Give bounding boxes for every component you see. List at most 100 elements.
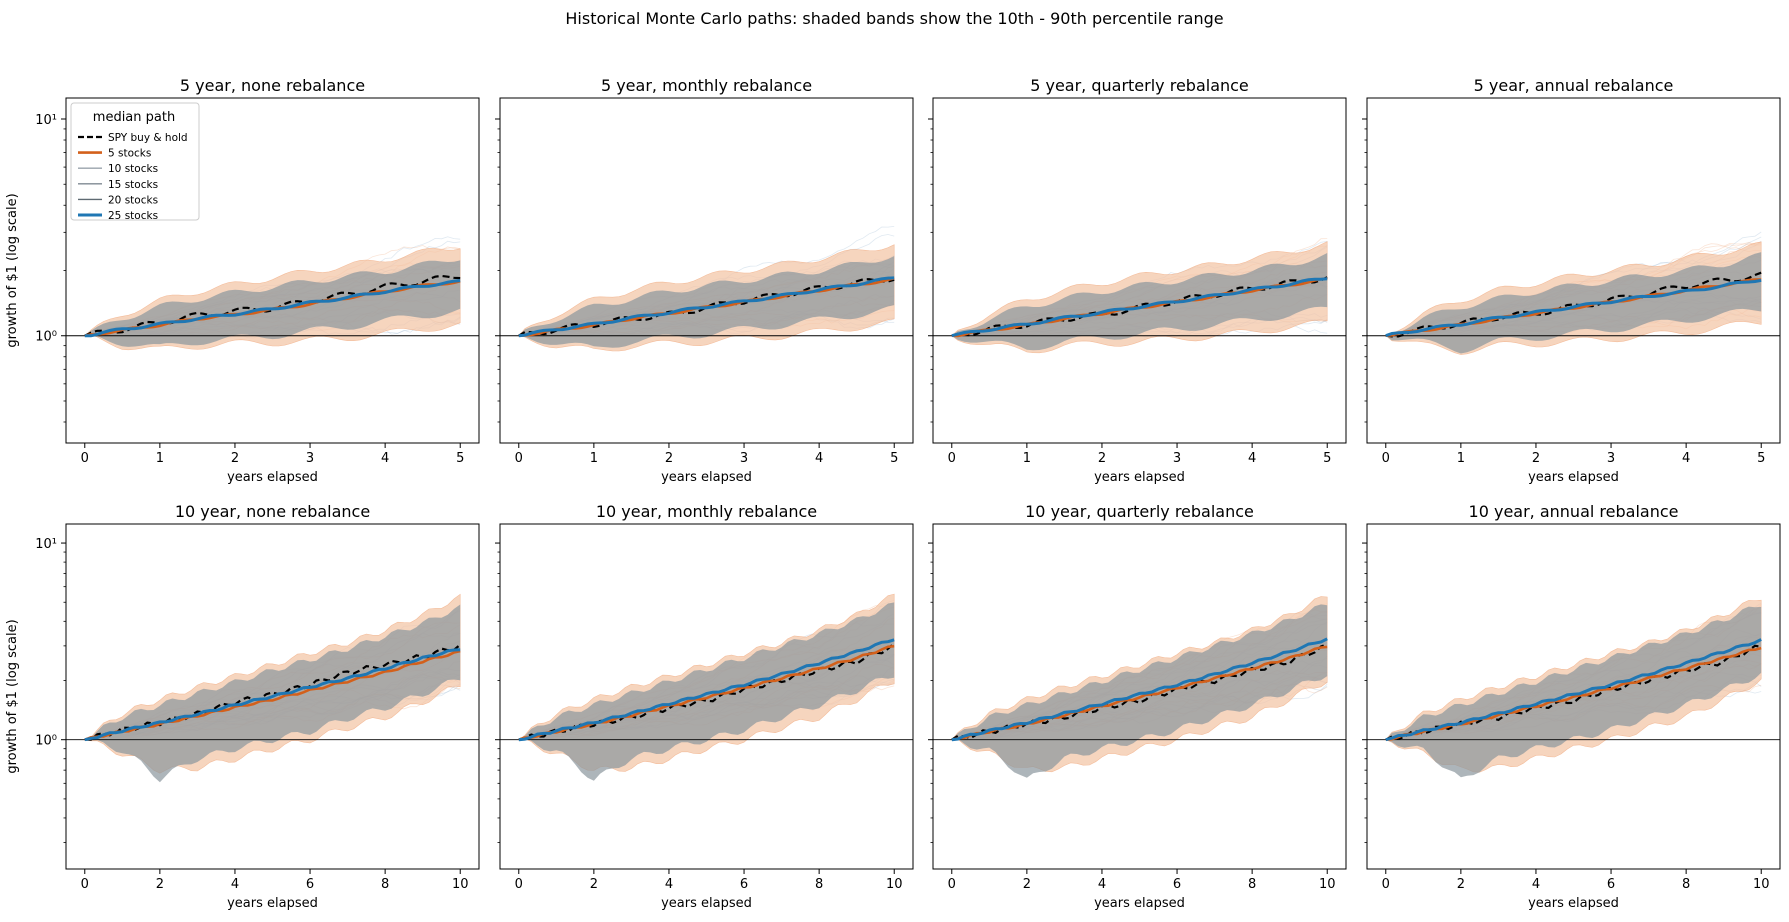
x-axis-label: years elapsed (1094, 470, 1185, 485)
legend-box (70, 102, 200, 221)
x-tick-label: 1 (1023, 451, 1031, 466)
median-5-stocks-line (518, 644, 895, 741)
axes-frame (65, 523, 480, 870)
plot-area (500, 226, 913, 352)
x-tick-label: 10 (452, 877, 469, 892)
x-tick-label: 10 (886, 877, 903, 892)
panels-group: 0 1 2 3 4 5 10⁰ 10¹ 5 year, none rebalance years … (5, 76, 1781, 911)
x-tick-label: 4 (1532, 877, 1540, 892)
x-tick-label: 5 (1323, 451, 1331, 466)
x-tick-label: 0 (948, 451, 956, 466)
axes-frame (1366, 523, 1781, 870)
median-25-stocks-line (1385, 278, 1762, 338)
plot-area (500, 593, 913, 781)
x-tick-label: 2 (590, 877, 598, 892)
legend-title: median path (93, 110, 175, 125)
x-tick-label: 6 (740, 877, 748, 892)
subplot-3: 0 1 2 3 4 5 5 year, quarterly rebalance years e… (928, 76, 1347, 485)
y-tick-label: 10⁰ (35, 330, 57, 345)
y-tick-label: 10¹ (35, 537, 57, 552)
plot-area (66, 236, 479, 351)
axes-frame (932, 523, 1347, 870)
median-25-stocks-line (84, 648, 461, 742)
subplot-title: 5 year, annual rebalance (1474, 76, 1674, 95)
x-tick-label: 3 (1607, 451, 1615, 466)
y-axis-label: growth of $1 (log scale) (5, 619, 20, 773)
subplot-title: 10 year, quarterly rebalance (1025, 502, 1254, 521)
subplot-8: 0 2 4 6 8 10 10 year, annual rebalance years el… (1362, 502, 1781, 911)
x-tick-label: 3 (740, 451, 748, 466)
subplot-1: 0 1 2 3 4 5 10⁰ 10¹ 5 year, none rebalance years … (5, 76, 480, 485)
x-tick-label: 4 (1248, 451, 1256, 466)
x-tick-label: 8 (1682, 877, 1690, 892)
x-tick-label: 2 (1023, 877, 1031, 892)
legend-entry-label: SPY buy & hold (108, 132, 188, 144)
band-25-stocks (951, 253, 1328, 351)
x-tick-label: 1 (156, 451, 164, 466)
median-25-stocks-line (1385, 638, 1762, 742)
median-25-stocks-line (951, 277, 1328, 338)
plot-area (933, 596, 1346, 778)
x-tick-label: 3 (306, 451, 314, 466)
subplot-title: 5 year, quarterly rebalance (1030, 76, 1249, 95)
y-tick-label: 10⁰ (35, 734, 57, 749)
plot-area (1367, 599, 1780, 778)
x-tick-label: 2 (231, 451, 239, 466)
subplot-6: 0 2 4 6 8 10 10 year, monthly rebalance years e… (495, 502, 914, 911)
x-tick-label: 2 (1532, 451, 1540, 466)
legend-entry-label: 15 stocks (108, 179, 158, 191)
x-tick-label: 5 (456, 451, 464, 466)
median-25-stocks-line (518, 276, 895, 338)
band-25-stocks (84, 260, 461, 347)
x-tick-label: 4 (665, 877, 673, 892)
legend-entry-label: 5 stocks (108, 148, 151, 160)
band-25-stocks (518, 256, 895, 348)
x-tick-label: 0 (1382, 877, 1390, 892)
x-tick-label: 10 (1319, 877, 1336, 892)
x-tick-label: 2 (1457, 877, 1465, 892)
x-tick-label: 8 (1248, 877, 1256, 892)
x-tick-label: 2 (156, 877, 164, 892)
subplot-4: 0 1 2 3 4 5 5 year, annual rebalance years elap… (1362, 76, 1781, 485)
y-axis-label: growth of $1 (log scale) (5, 193, 20, 347)
subplot-title: 10 year, none rebalance (175, 502, 370, 521)
x-axis-label: years elapsed (227, 896, 318, 911)
x-axis-label: years elapsed (1528, 896, 1619, 911)
x-tick-label: 8 (381, 877, 389, 892)
x-tick-label: 4 (381, 451, 389, 466)
x-tick-label: 1 (590, 451, 598, 466)
axes-frame (499, 523, 914, 870)
median-5-stocks-line (951, 645, 1328, 741)
x-axis-label: years elapsed (1528, 470, 1619, 485)
legend-entry-label: 25 stocks (108, 210, 158, 222)
x-tick-label: 6 (306, 877, 314, 892)
subplot-title: 5 year, none rebalance (180, 76, 365, 95)
x-tick-label: 5 (890, 451, 898, 466)
x-tick-label: 6 (1173, 877, 1181, 892)
x-tick-label: 0 (1382, 451, 1390, 466)
x-axis-label: years elapsed (661, 470, 752, 485)
band-25-stocks (951, 604, 1328, 778)
x-tick-label: 0 (81, 451, 89, 466)
subplot-title: 10 year, monthly rebalance (596, 502, 817, 521)
x-axis-label: years elapsed (1094, 896, 1185, 911)
median-spy-line (84, 643, 461, 741)
median-25-stocks-line (951, 637, 1328, 742)
subplot-2: 0 1 2 3 4 5 5 year, monthly rebalance years ela… (495, 76, 914, 485)
x-tick-label: 2 (1098, 451, 1106, 466)
x-tick-label: 1 (1457, 451, 1465, 466)
x-tick-label: 0 (515, 451, 523, 466)
x-tick-label: 10 (1753, 877, 1770, 892)
median-25-stocks-line (518, 638, 895, 742)
x-tick-label: 4 (231, 877, 239, 892)
x-tick-label: 4 (1098, 877, 1106, 892)
plot-area (1367, 231, 1780, 355)
subplot-title: 10 year, annual rebalance (1469, 502, 1679, 521)
subplot-7: 0 2 4 6 8 10 10 year, quarterly rebalance years… (928, 502, 1347, 911)
band-25-stocks (1385, 606, 1762, 778)
plot-area (66, 593, 479, 783)
x-axis-label: years elapsed (661, 896, 752, 911)
x-tick-label: 0 (515, 877, 523, 892)
subplot-title: 5 year, monthly rebalance (601, 76, 812, 95)
